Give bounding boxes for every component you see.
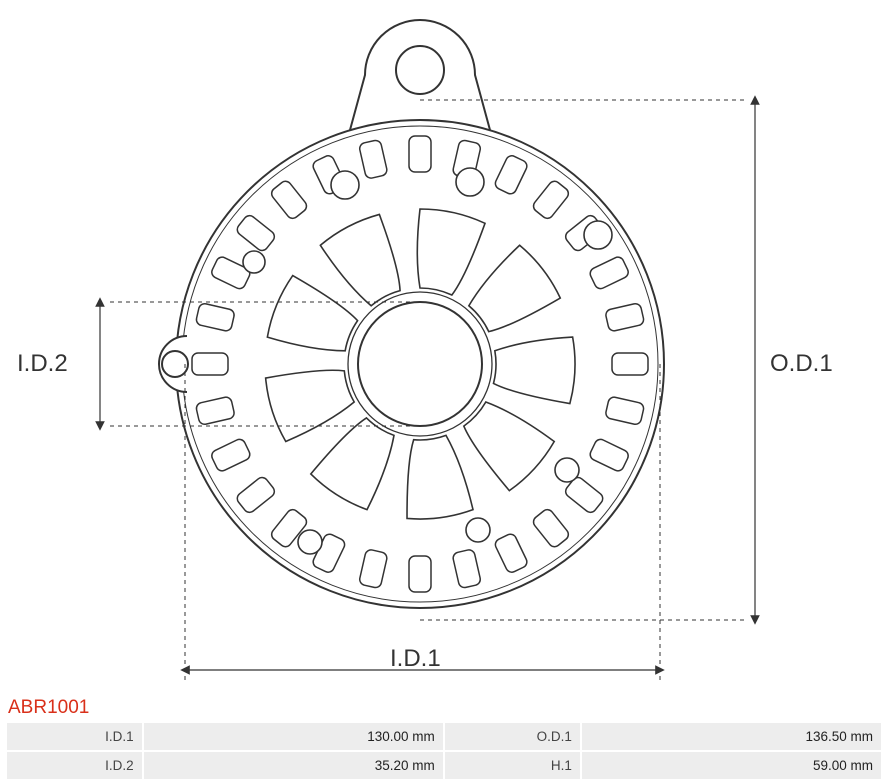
technical-diagram: I.D.2 O.D.1 I.D.1 — [0, 0, 889, 693]
dim-label-od1: O.D.1 — [770, 350, 833, 378]
part-code: ABR1001 — [0, 693, 889, 721]
table-row: I.D.2 35.20 mm H.1 59.00 mm — [7, 752, 881, 779]
table-cell-label: H.1 — [445, 752, 580, 779]
dim-label-id2: I.D.2 — [17, 350, 68, 378]
table-cell-label: I.D.2 — [7, 752, 142, 779]
table-cell-value: 59.00 mm — [582, 752, 881, 779]
spec-table: I.D.1 130.00 mm O.D.1 136.50 mm I.D.2 35… — [5, 721, 883, 781]
dim-label-id1: I.D.1 — [390, 645, 441, 673]
table-cell-value: 35.20 mm — [144, 752, 443, 779]
diagram-svg — [0, 0, 889, 693]
table-cell-label: I.D.1 — [7, 723, 142, 750]
table-cell-label: O.D.1 — [445, 723, 580, 750]
table-cell-value: 130.00 mm — [144, 723, 443, 750]
table-row: I.D.1 130.00 mm O.D.1 136.50 mm — [7, 723, 881, 750]
table-cell-value: 136.50 mm — [582, 723, 881, 750]
